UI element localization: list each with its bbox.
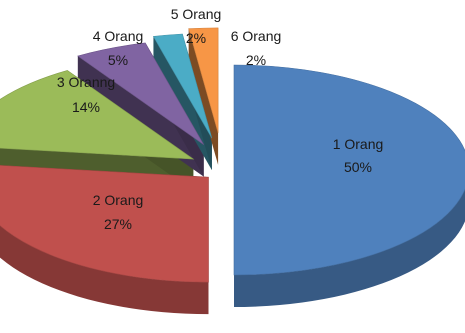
slice-label: 5 Orang — [171, 6, 222, 22]
slice-label: 2 Orang — [93, 192, 144, 208]
slice-rim — [0, 225, 209, 315]
slice-label: 3 Oranng — [57, 74, 115, 90]
slice-label: 1 Orang — [333, 136, 384, 152]
slice-labels: 1 Orang 50% 2 Orang 27% 3 Oranng 14% 4 Orang 5%… — [57, 6, 383, 232]
pie-slice — [188, 27, 219, 133]
slice-wall-start — [188, 28, 219, 165]
slice-percent-label: 2% — [246, 52, 266, 68]
slice-label: 4 Orang — [93, 28, 144, 44]
slice-percent-label: 5% — [108, 52, 128, 68]
pie-slice — [0, 70, 195, 160]
pie-slice — [0, 165, 209, 283]
slice-rim — [234, 189, 465, 307]
slice-tops — [0, 27, 465, 283]
pie-slice — [152, 33, 213, 139]
slice-label: 6 Orang — [231, 28, 282, 44]
pie-slice — [233, 64, 465, 276]
slice-percent-label: 14% — [72, 99, 100, 115]
slice-percent-label: 2% — [186, 30, 206, 46]
slice-percent-label: 50% — [344, 159, 372, 175]
pie-slice — [77, 42, 204, 145]
slice-percent-label: 27% — [104, 216, 132, 232]
